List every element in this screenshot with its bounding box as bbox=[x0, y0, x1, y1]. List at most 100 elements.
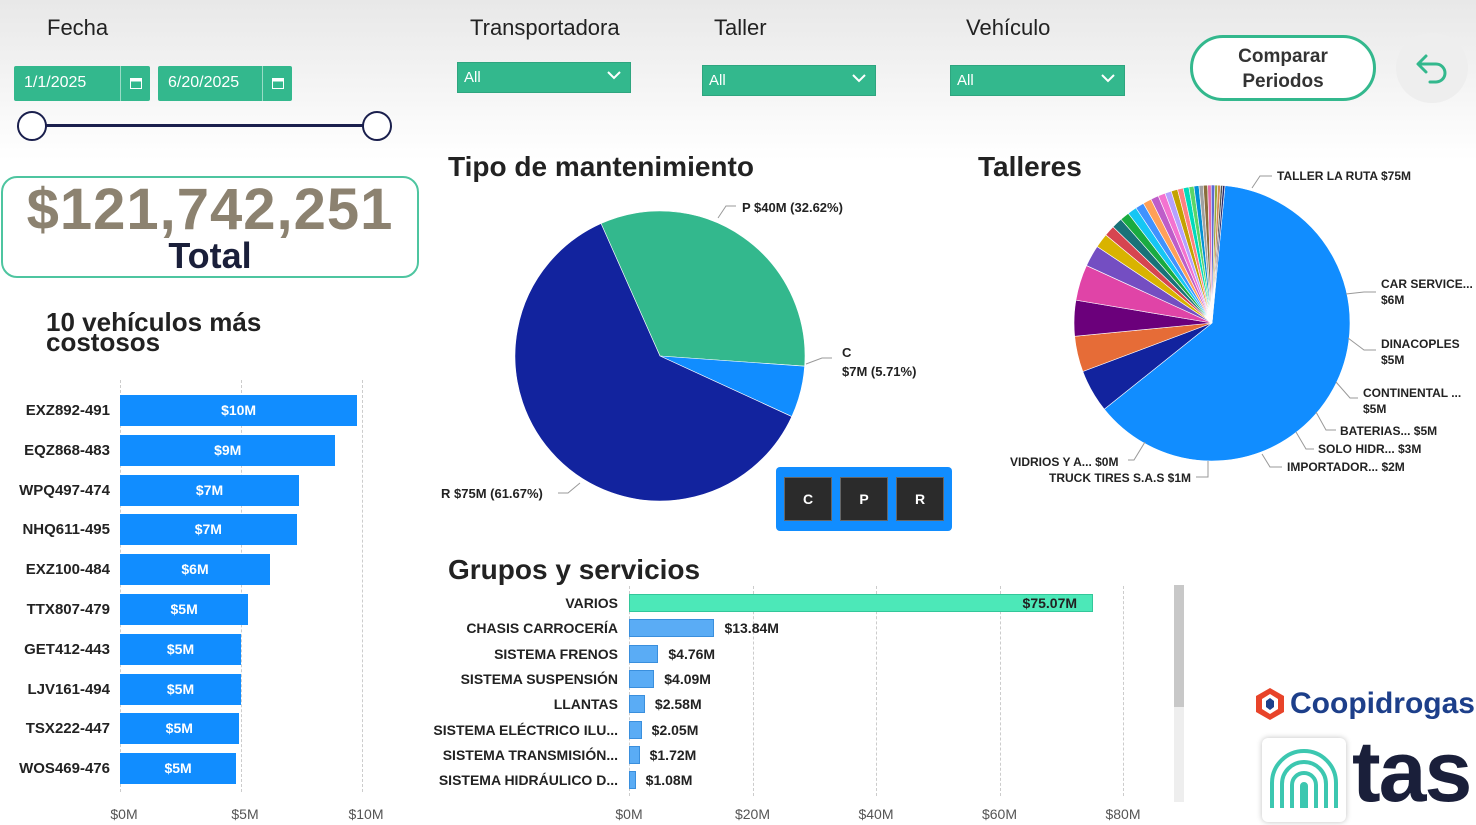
coopidrogas-logo: Coopidrogas bbox=[1254, 686, 1475, 722]
taller-leader bbox=[1128, 441, 1146, 461]
vehicle-label: EXZ892-491 bbox=[25, 402, 110, 419]
vehicle-bar-value: $5M bbox=[165, 720, 193, 737]
date-slider-start-handle[interactable] bbox=[17, 111, 47, 141]
grupo-bar bbox=[629, 695, 645, 714]
grupo-label: SISTEMA TRANSMISIÓN... bbox=[442, 746, 618, 763]
slicer-button-c[interactable]: C bbox=[784, 477, 832, 521]
vehicle-bar-value: $5M bbox=[166, 680, 195, 697]
grupos-x-tick: $80M bbox=[1105, 806, 1141, 822]
vehicle-bar-value: $5M bbox=[170, 601, 198, 617]
start-date-input[interactable]: 1/1/2025 bbox=[14, 66, 150, 101]
grupo-label: LLANTAS bbox=[553, 696, 618, 713]
taller-slice[interactable] bbox=[1211, 185, 1226, 324]
grupos-gridline bbox=[876, 586, 877, 796]
chevron-down-icon bbox=[851, 71, 867, 88]
date-slider-track[interactable] bbox=[32, 124, 376, 127]
taller-label-car-service-value: $6M bbox=[1381, 293, 1405, 307]
grupo-bar-value: $2.58M bbox=[654, 696, 702, 713]
grupos-scrollbar[interactable] bbox=[1174, 585, 1184, 802]
calendar-icon[interactable] bbox=[120, 66, 150, 101]
pie-label-c-name: C bbox=[842, 345, 852, 360]
taller-leader bbox=[1347, 337, 1376, 351]
taller-slice[interactable] bbox=[1103, 185, 1351, 462]
transportadora-value: All bbox=[464, 69, 481, 86]
grupos-gridline bbox=[752, 586, 754, 796]
taller-dropdown[interactable]: All bbox=[702, 65, 876, 96]
end-date-value: 6/20/2025 bbox=[168, 74, 240, 91]
vehicle-bar bbox=[120, 554, 271, 586]
taller-leader bbox=[1261, 453, 1282, 468]
grupo-bar bbox=[629, 669, 655, 688]
slicer-button-p[interactable]: P bbox=[840, 477, 888, 521]
vehicle-label: WOS469-476 bbox=[19, 760, 110, 778]
grupos-title: Grupos y servicios bbox=[448, 554, 701, 585]
grupo-bar bbox=[629, 644, 659, 663]
talleres-pie bbox=[1073, 175, 1376, 478]
undo-arrow-icon bbox=[1412, 46, 1452, 91]
compare-button-line2: Periodos bbox=[1242, 71, 1324, 92]
vehiculo-dropdown[interactable]: All bbox=[950, 65, 1125, 96]
taller-label-vidrios: VIDRIOS Y A... $0M bbox=[1010, 455, 1119, 469]
grupo-bar bbox=[629, 619, 715, 638]
vehicle-label: EQZ868-483 bbox=[24, 441, 110, 459]
transportadora-label: Transportadora bbox=[470, 15, 620, 40]
fecha-label: Fecha bbox=[47, 15, 109, 40]
slicer-button-r[interactable]: R bbox=[896, 477, 944, 521]
pie-leader-r bbox=[558, 482, 581, 494]
total-label: Total bbox=[168, 235, 252, 276]
transportadora-dropdown[interactable]: All bbox=[457, 62, 631, 93]
grupo-label: SISTEMA ELÉCTRICO ILU... bbox=[433, 721, 618, 738]
taller-leader bbox=[1251, 175, 1272, 189]
grupos-scrollbar-thumb[interactable] bbox=[1174, 585, 1184, 707]
pie-label-c-value: $7M (5.71%) bbox=[842, 364, 917, 379]
vehicles-x-tick: $0M bbox=[110, 806, 138, 822]
tas-wordmark: tas bbox=[1352, 724, 1472, 820]
grupo-label: VARIOS bbox=[565, 595, 618, 611]
pie-label-p: P $40M (32.62%) bbox=[742, 200, 843, 215]
taller-leader bbox=[1335, 381, 1358, 399]
grupos-gridline bbox=[1123, 586, 1124, 796]
taller-leader bbox=[1196, 461, 1209, 478]
taller-value: All bbox=[709, 72, 726, 89]
grupo-bar-value: $2.05M bbox=[651, 721, 699, 738]
vehicle-label: TTX807-479 bbox=[26, 601, 110, 618]
vehicle-bar bbox=[120, 514, 297, 546]
taller-label-continental-value: $5M bbox=[1363, 402, 1387, 416]
grupo-label: CHASIS CARROCERÍA bbox=[466, 620, 618, 637]
vehicle-label: TSX222-447 bbox=[25, 720, 110, 738]
calendar-icon[interactable] bbox=[262, 66, 292, 101]
taller-label: Taller bbox=[714, 15, 767, 40]
maintenance-slice[interactable] bbox=[514, 223, 793, 502]
taller-leader bbox=[1345, 291, 1376, 295]
back-button[interactable] bbox=[1396, 33, 1468, 103]
grupo-label: SISTEMA HIDRÁULICO D... bbox=[438, 772, 618, 789]
vehicles-x-tick: $10M bbox=[348, 806, 384, 822]
end-date-input[interactable]: 6/20/2025 bbox=[158, 66, 292, 101]
taller-leader bbox=[1295, 431, 1314, 450]
maintenance-slice[interactable] bbox=[600, 210, 806, 367]
grupo-bar-value: $4.76M bbox=[668, 645, 716, 662]
date-slider-end-handle[interactable] bbox=[362, 111, 392, 141]
grupos-x-tick: $0M bbox=[615, 806, 643, 822]
coopidrogas-mark-icon bbox=[1256, 688, 1284, 720]
grupo-bar bbox=[629, 720, 642, 739]
taller-label-truck-tires: TRUCK TIRES S.A.S $1M bbox=[1049, 471, 1192, 485]
top-vehicles-title: 10 vehículos más costosos bbox=[46, 307, 262, 357]
grupo-bar bbox=[629, 594, 1093, 612]
grupo-label: SISTEMA SUSPENSIÓN bbox=[460, 670, 618, 687]
compare-periods-button[interactable]: Comparar Periodos bbox=[1190, 35, 1376, 101]
taller-leader bbox=[1315, 411, 1336, 431]
vehicle-bar bbox=[120, 673, 241, 705]
chevron-down-icon bbox=[1100, 71, 1116, 88]
pie-leader-p bbox=[717, 205, 736, 219]
pie-leader-c bbox=[805, 357, 832, 365]
vehiculo-value: All bbox=[957, 72, 974, 89]
vehicle-bar bbox=[120, 434, 336, 466]
grupo-bar bbox=[629, 745, 640, 764]
taller-label-dinacoples-value: $5M bbox=[1381, 353, 1405, 367]
taller-label-dinacoples-name: DINACOPLES bbox=[1381, 337, 1460, 351]
pie-label-r: R $75M (61.67%) bbox=[441, 486, 543, 501]
tas-arch-icon bbox=[1270, 749, 1338, 808]
vehiculo-label: Vehículo bbox=[966, 15, 1051, 40]
grupos-gridline bbox=[629, 586, 630, 796]
